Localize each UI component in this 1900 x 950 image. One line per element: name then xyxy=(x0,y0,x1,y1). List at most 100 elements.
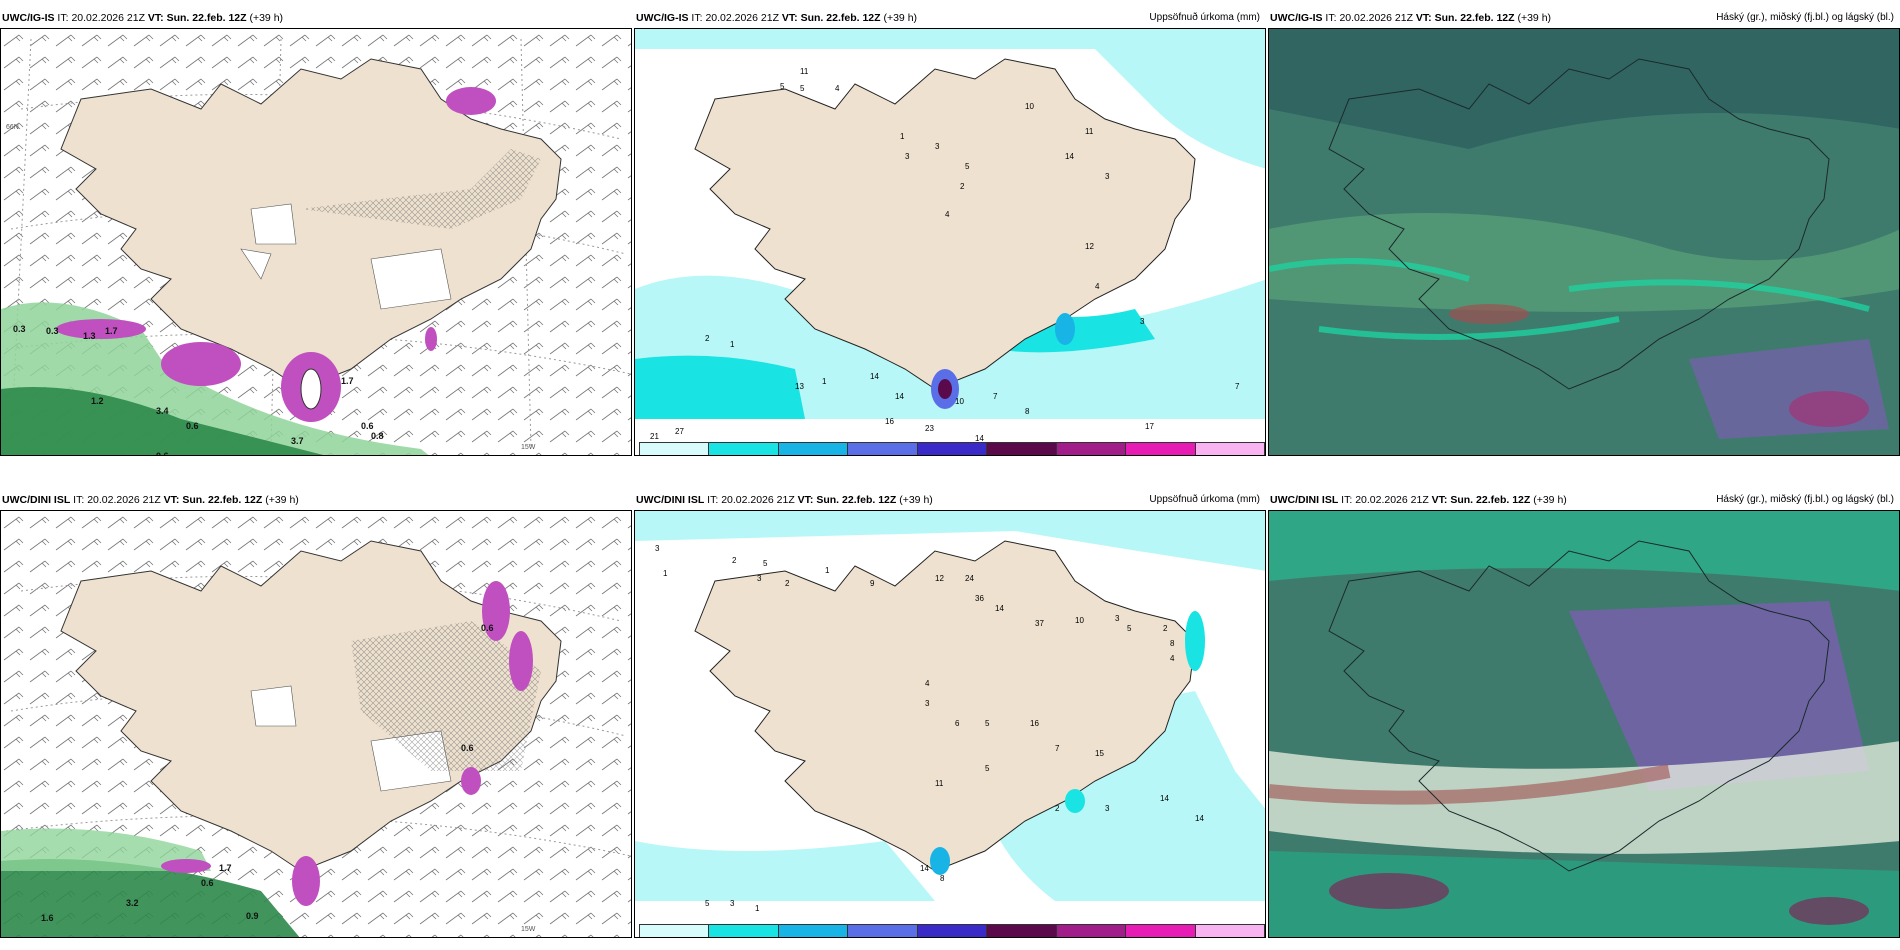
value-label: 0.6 xyxy=(361,421,374,431)
value-label: 8 xyxy=(1170,639,1175,648)
value-label: 3 xyxy=(925,699,930,708)
value-label: 3.2 xyxy=(126,898,139,908)
value-label: 3 xyxy=(1105,804,1110,813)
panel-precip-row2: UWC/DINI ISL IT: 20.02.2026 21Z VT: Sun.… xyxy=(634,490,1266,938)
value-label: 1.6 xyxy=(41,913,54,923)
panel-wind-row2: UWC/DINI ISL IT: 20.02.2026 21Z VT: Sun.… xyxy=(0,490,632,938)
iceland-land xyxy=(60,58,562,390)
colorbar-segment xyxy=(709,443,779,455)
value-label: 1 xyxy=(822,377,827,386)
colorbar-segment xyxy=(778,443,849,455)
panel-header: UWC/IG-IS IT: 20.02.2026 21Z VT: Sun. 22… xyxy=(636,12,1260,30)
value-label: 0.9 xyxy=(246,911,259,921)
wind-value-labels: 1.6 3.2 0.9 0.6 1.7 0.6 0.6 xyxy=(41,623,494,923)
value-label: 14 xyxy=(920,864,929,873)
it-label: IT: xyxy=(1341,494,1353,506)
wind-map: 0.3 0.3 1.3 1.7 1.2 3.4 0.6 0.6 0.8 3.7 0.6 1.7 66N… xyxy=(0,28,632,456)
cloud-map xyxy=(1268,28,1900,456)
colorbar-segment xyxy=(848,443,918,455)
it-value: 20.02.2026 21Z xyxy=(705,12,779,24)
value-label: 11 xyxy=(800,67,809,76)
lon-label: 15W xyxy=(521,926,536,933)
vt-value: Sun. 22.feb. 12Z xyxy=(800,12,881,24)
precip-map: 11 5 5 4 1 3 3 5 10 14 11 3 2 4 2 1 13 1 14 14 10 7 8 21 27 14 23 7… xyxy=(634,28,1266,456)
model-name: UWC/IG-IS xyxy=(636,12,689,24)
value-label: 1.3 xyxy=(83,331,96,341)
iceland-land xyxy=(694,540,1196,872)
value-label: 3 xyxy=(730,899,735,908)
model-name: UWC/IG-IS xyxy=(1270,12,1323,24)
value-label: 10 xyxy=(1075,616,1084,625)
value-label: 7 xyxy=(993,392,998,401)
precip-colorbar xyxy=(639,924,1265,937)
value-label: 0.8 xyxy=(371,431,384,441)
cloud-map-svg xyxy=(1269,511,1899,937)
vt-label: VT: xyxy=(1431,494,1448,506)
value-label: 7 xyxy=(1055,744,1060,753)
colorbar-segment xyxy=(917,443,988,455)
wind-map-svg: 0.3 0.3 1.3 1.71.23.40.6 0.60.83.70.61.7 66N… xyxy=(1,29,631,456)
vt-label: VT: xyxy=(163,494,180,506)
value-label: 0.6 xyxy=(156,451,169,456)
value-label: 2 xyxy=(960,182,965,191)
value-label: 36 xyxy=(975,594,984,603)
value-label: 12 xyxy=(935,574,944,583)
value-label: 24 xyxy=(965,574,974,583)
iceland-outline xyxy=(1328,540,1830,872)
colorbar-segment xyxy=(640,443,710,455)
value-label: 23 xyxy=(925,424,934,433)
panel-header: UWC/DINI ISL IT: 20.02.2026 21Z VT: Sun.… xyxy=(1270,494,1894,512)
colorbar-segment xyxy=(1126,925,1196,937)
precip-area xyxy=(635,29,1265,169)
value-label: 1 xyxy=(900,132,905,141)
value-label: 1.7 xyxy=(219,863,232,873)
it-value: 20.02.2026 21Z xyxy=(1355,494,1429,506)
value-label: 5 xyxy=(763,559,768,568)
precip-map-svg: 115 5 413351014113242113114141078212714237… xyxy=(635,29,1265,455)
value-label: 27 xyxy=(675,427,684,436)
value-label: 5 xyxy=(705,899,710,908)
lead-time: (+39 h) xyxy=(265,494,299,506)
value-label: 15 xyxy=(1095,749,1104,758)
precip-colorbar xyxy=(639,442,1265,455)
it-value: 20.02.2026 21Z xyxy=(87,494,161,506)
colorbar-segment xyxy=(778,925,849,937)
it-label: IT: xyxy=(1325,12,1337,24)
lon-label: 15W xyxy=(521,444,536,451)
vt-value: Sun. 22.feb. 12Z xyxy=(1434,12,1515,24)
value-label: 1 xyxy=(825,566,830,575)
wind-map-svg: 1.6 3.2 0.9 0.6 1.7 0.6 0.6 15W xyxy=(1,511,631,937)
lead-time: (+39 h) xyxy=(249,12,284,24)
value-label: 5 xyxy=(780,82,785,91)
panel-precip-row1: UWC/IG-IS IT: 20.02.2026 21Z VT: Sun. 22… xyxy=(634,8,1266,456)
colorbar-segment xyxy=(987,443,1057,455)
panel-header: UWC/DINI ISL IT: 20.02.2026 21Z VT: Sun.… xyxy=(2,494,626,512)
value-label: 9 xyxy=(870,579,875,588)
cloud-map-svg xyxy=(1269,29,1899,455)
value-label: 14 xyxy=(895,392,904,401)
vt-label: VT: xyxy=(147,12,164,24)
panel-cloud-row2: UWC/DINI ISL IT: 20.02.2026 21Z VT: Sun.… xyxy=(1268,490,1900,938)
lead-time: (+39 h) xyxy=(1533,494,1567,506)
precip-value-labels: 115 5 413351014113242113114141078212714237… xyxy=(650,67,1240,443)
value-label: 0.3 xyxy=(13,324,26,334)
colorbar-segment xyxy=(1195,443,1264,455)
value-label: 8 xyxy=(1025,407,1030,416)
value-label: 3 xyxy=(1115,614,1120,623)
precip-title: Uppsöfnuð úrkoma (mm) xyxy=(1149,494,1260,505)
value-label: 4 xyxy=(925,679,930,688)
value-label: 6 xyxy=(955,719,960,728)
value-label: 1 xyxy=(755,904,760,913)
wind-value-labels: 0.3 0.3 1.3 1.71.23.40.6 0.60.83.70.61.7 xyxy=(13,324,384,456)
lat-label: 66N xyxy=(6,124,19,131)
colorbar-segment xyxy=(917,925,988,937)
value-label: 4 xyxy=(1170,654,1175,663)
value-label: 13 xyxy=(795,382,804,391)
value-label: 2 xyxy=(705,334,710,343)
value-label: 16 xyxy=(1030,719,1039,728)
value-label: 5 xyxy=(985,764,990,773)
value-label: 1.7 xyxy=(105,326,118,336)
value-label: 0.6 xyxy=(481,623,494,633)
magenta-area xyxy=(56,319,146,339)
colorbar-segment xyxy=(1056,925,1127,937)
